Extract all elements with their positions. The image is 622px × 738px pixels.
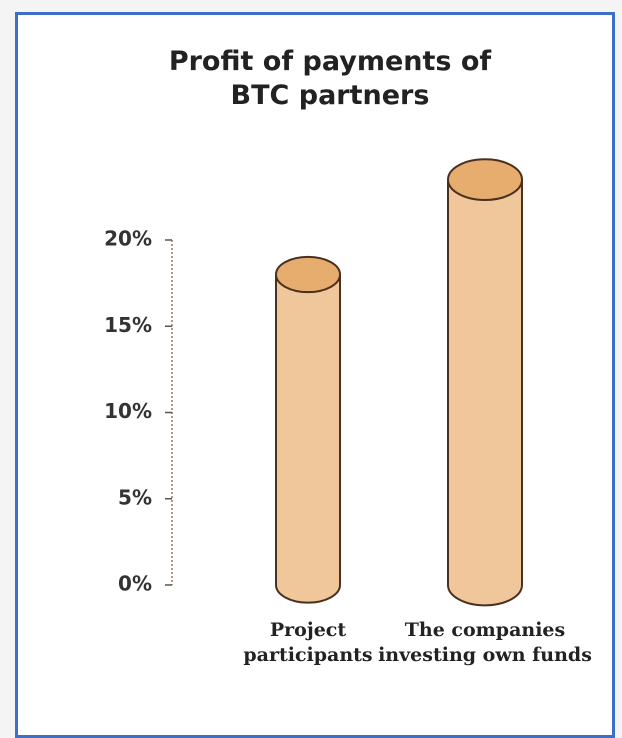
chart-title: Profit of payments of BTC partners: [168, 46, 492, 111]
bar: [275, 273, 341, 604]
y-tick-label: 15%: [104, 313, 152, 337]
bar-top: [275, 255, 341, 294]
y-tick-label: 20%: [104, 227, 152, 251]
x-tick-label: The companies investing own funds: [378, 619, 592, 666]
chart: 0% 5% 10% 15% 20%: [104, 158, 523, 607]
y-tick-label: 0%: [118, 572, 152, 596]
bar: [447, 178, 523, 607]
y-tick-label: 10%: [104, 399, 152, 423]
x-tick-label: Project participants: [243, 619, 373, 666]
bar-top: [447, 158, 523, 201]
y-tick-label: 5%: [118, 485, 152, 509]
